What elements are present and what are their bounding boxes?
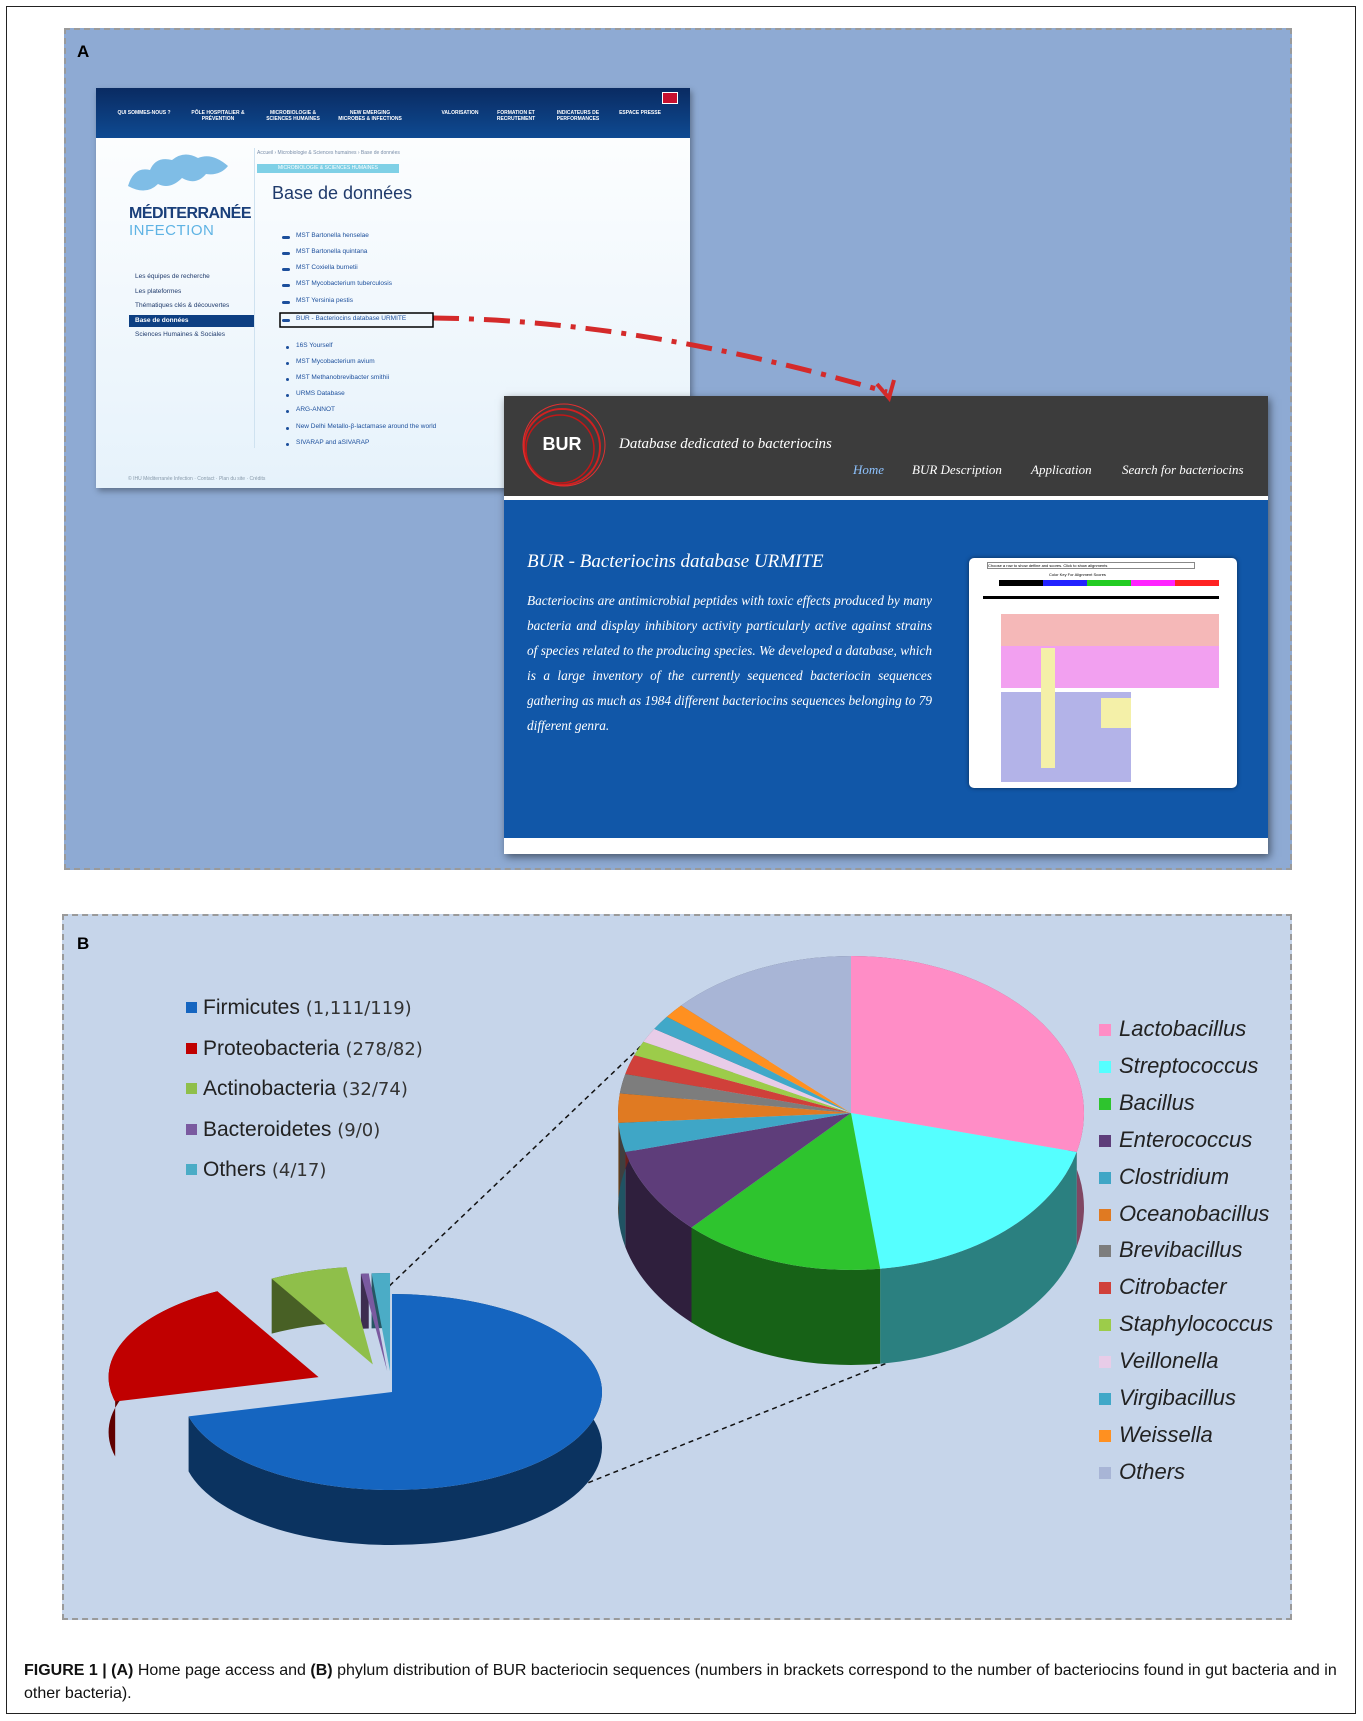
- legend-swatch: [1099, 1172, 1111, 1184]
- legend-note: (32/74): [342, 1079, 408, 1100]
- caption-text: Home page access and: [138, 1662, 306, 1679]
- legend-entry: Others (4/17): [203, 1158, 326, 1182]
- legend-swatch: [1099, 1024, 1111, 1036]
- legend-label: Virgibacillus: [1119, 1385, 1236, 1411]
- legend-note: (1,111/119): [306, 998, 412, 1019]
- legend-label: Streptococcus: [1119, 1053, 1258, 1079]
- legend-entry: Firmicutes (1,111/119): [203, 996, 412, 1020]
- legend-label: Brevibacillus: [1119, 1237, 1243, 1263]
- legend-swatch: [1099, 1467, 1111, 1479]
- legend-label: Clostridium: [1119, 1164, 1229, 1190]
- zoom-connector: [383, 1046, 641, 1292]
- legend-entry: Actinobacteria (32/74): [203, 1077, 408, 1101]
- legend-swatch: [1099, 1356, 1111, 1368]
- figure-page: A MÉDITERRANÉE INFECTION Accueil › Micro…: [0, 0, 1363, 1721]
- legend-swatch: [1099, 1245, 1111, 1257]
- highlight-box: [280, 313, 433, 327]
- legend-swatch: [1099, 1135, 1111, 1147]
- legend-swatch: [1099, 1282, 1111, 1294]
- legend-swatch: [1099, 1430, 1111, 1442]
- legend-label: Oceanobacillus: [1119, 1201, 1269, 1227]
- legend-swatch: [186, 1002, 197, 1013]
- legend-label: Proteobacteria: [203, 1037, 340, 1060]
- legend-label: Bacteroidetes: [203, 1118, 331, 1141]
- legend-swatch: [1099, 1098, 1111, 1110]
- legend-entry: Proteobacteria (278/82): [203, 1037, 423, 1061]
- legend-label: Bacillus: [1119, 1090, 1195, 1116]
- legend-entry: Bacteroidetes (9/0): [203, 1118, 380, 1142]
- legend-note: (9/0): [337, 1120, 380, 1141]
- legend-swatch: [1099, 1061, 1111, 1073]
- caption-bold: (B): [310, 1662, 332, 1679]
- legend-label: Citrobacter: [1119, 1274, 1227, 1300]
- legend-label: Actinobacteria: [203, 1077, 336, 1100]
- legend-label: Others: [203, 1158, 266, 1181]
- figure-caption: FIGURE 1 | (A) Home page access and (B) …: [24, 1659, 1342, 1705]
- legend-label: Weissella: [1119, 1422, 1213, 1448]
- zoom-connector: [580, 1363, 887, 1486]
- legend-swatch: [186, 1083, 197, 1094]
- legend-label: Firmicutes: [203, 996, 300, 1019]
- legend-swatch: [186, 1164, 197, 1175]
- legend-label: Staphylococcus: [1119, 1311, 1273, 1337]
- legend-swatch: [186, 1124, 197, 1135]
- legend-swatch: [1099, 1209, 1111, 1221]
- legend-swatch: [1099, 1393, 1111, 1405]
- legend-label: Others: [1119, 1459, 1185, 1485]
- legend-note: (278/82): [345, 1039, 422, 1060]
- caption-bold: FIGURE 1 | (A): [24, 1662, 133, 1679]
- legend-label: Lactobacillus: [1119, 1016, 1246, 1042]
- legend-label: Veillonella: [1119, 1348, 1218, 1374]
- legend-swatch: [1099, 1319, 1111, 1331]
- legend-note: (4/17): [272, 1160, 326, 1181]
- link-arrow: [433, 318, 887, 392]
- legend-swatch: [186, 1043, 197, 1054]
- legend-label: Enterococcus: [1119, 1127, 1252, 1153]
